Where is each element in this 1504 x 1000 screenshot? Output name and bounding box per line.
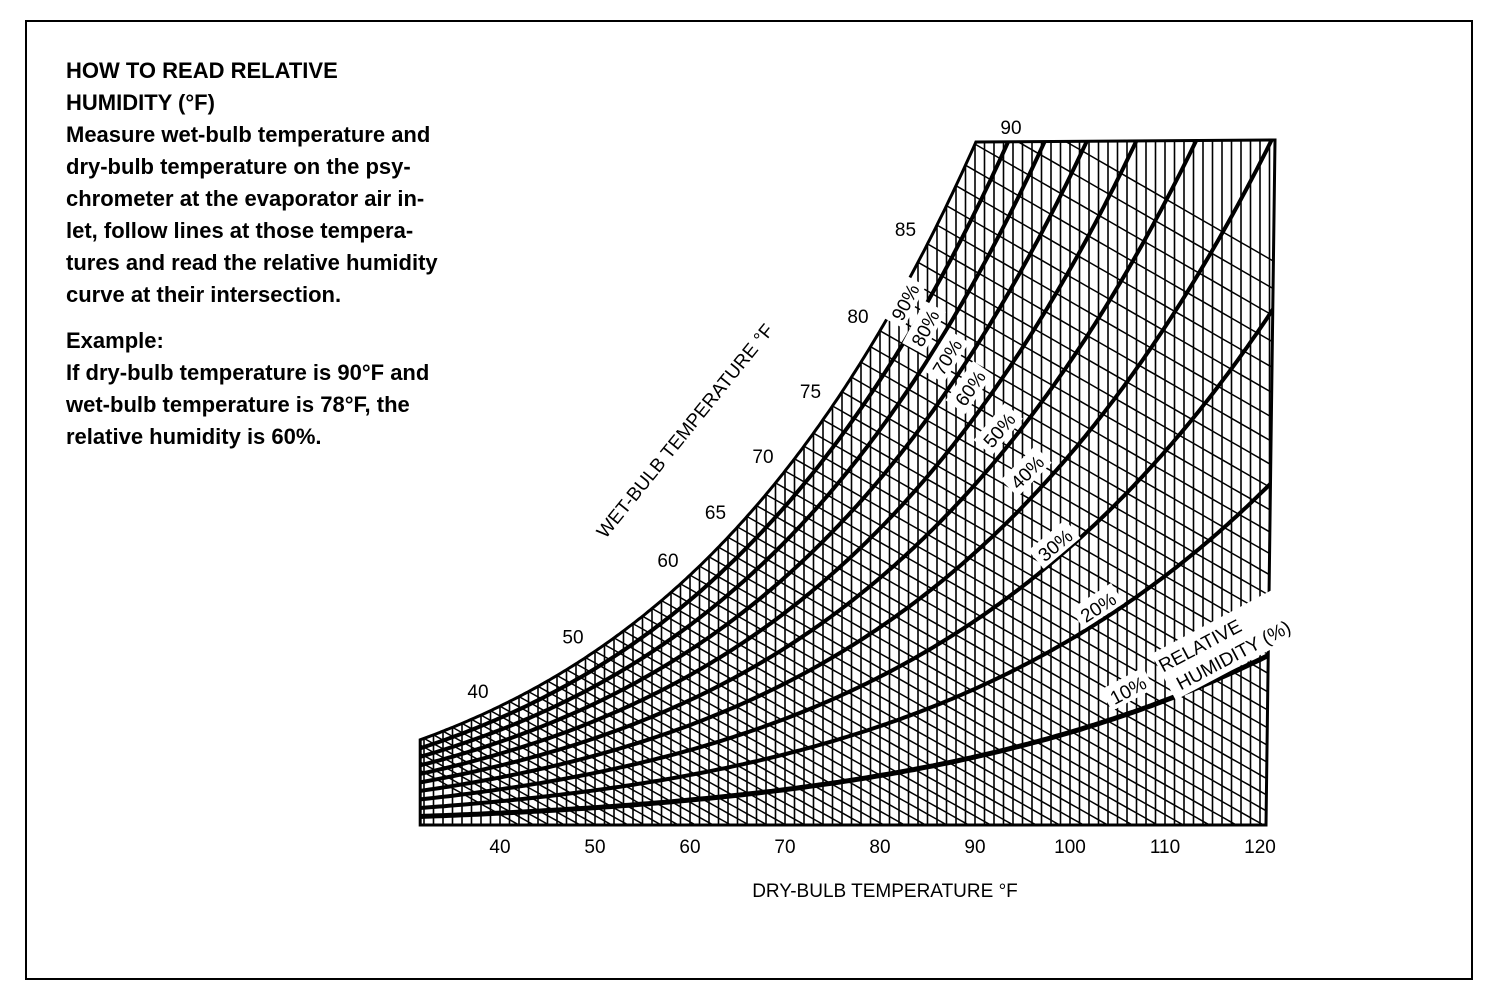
example-line: relative humidity is 60%. — [66, 424, 322, 449]
example-heading: Example: — [66, 328, 164, 353]
x-tick-label: 100 — [1054, 837, 1086, 858]
wet-bulb-gridline — [708, 556, 1275, 825]
rh-label-background — [1000, 445, 1052, 497]
instructions-body-line: tures and read the relative humidity — [66, 250, 438, 275]
wet-bulb-gridline — [965, 164, 1275, 363]
wetbulb-tick-label: 60 — [657, 551, 678, 572]
rh-curve-50 — [420, 140, 1275, 785]
instructions-title-line-2: HUMIDITY (°F) — [66, 90, 215, 115]
wet-bulb-gridline — [936, 224, 1275, 439]
x-tick-label: 60 — [679, 837, 700, 858]
wet-bulb-gridline — [537, 685, 881, 825]
figure-border — [25, 20, 1473, 980]
wet-bulb-gridline — [670, 591, 1175, 825]
wet-bulb-gridline — [775, 482, 1275, 786]
wet-bulb-gridline — [642, 615, 1109, 825]
wet-bulb-gridline — [794, 458, 1275, 752]
x-tick-label: 40 — [489, 837, 510, 858]
instructions-body-line: let, follow lines at those tempera- — [66, 218, 414, 243]
rh-curve-20 — [420, 477, 1275, 810]
rh-curve-30 — [420, 304, 1275, 802]
wet-bulb-gridline — [908, 279, 1275, 510]
x-tick-label: 80 — [869, 837, 890, 858]
wet-bulb-gridline — [737, 526, 1275, 825]
x-tick-label: 120 — [1244, 837, 1276, 858]
wet-bulb-gridline — [993, 140, 1275, 282]
rh-curve-90 — [420, 140, 1275, 751]
wet-bulb-gridline — [547, 680, 900, 825]
wet-bulb-gridline — [746, 515, 1275, 825]
rh-label-background — [1100, 667, 1155, 711]
wetbulb-axis-label: WET-BULB TEMPERATURE °F — [593, 321, 778, 543]
wet-bulb-gridline — [699, 565, 1251, 825]
wet-bulb-gridline — [727, 536, 1275, 825]
rh-label-background — [973, 403, 1023, 456]
instructions-panel: HOW TO READ RELATIVE HUMIDITY (°F) Measu… — [66, 55, 506, 453]
x-tick-label: 70 — [774, 837, 795, 858]
rh-legend-background — [1151, 588, 1300, 701]
x-tick-label: 50 — [584, 837, 605, 858]
wet-bulb-gridline — [689, 574, 1223, 825]
wetbulb-tick-label: 90 — [1000, 118, 1021, 139]
wet-bulb-gridline — [718, 546, 1275, 825]
wet-bulb-gridline — [870, 346, 1275, 598]
wet-bulb-gridline — [651, 607, 1128, 825]
wet-bulb-gridline — [528, 690, 862, 825]
wet-bulb-gridline — [784, 470, 1275, 769]
wet-bulb-gridline — [917, 261, 1275, 487]
wet-bulb-gridline — [680, 583, 1204, 825]
wet-bulb-gridline — [490, 710, 786, 825]
wet-bulb-gridline — [803, 445, 1275, 734]
wet-bulb-gridline — [765, 493, 1275, 803]
wetbulb-tick-label: 70 — [752, 447, 773, 468]
rh-label-background — [902, 300, 946, 355]
rh-label-background — [1070, 583, 1125, 630]
instructions-body-line: curve at their intersection. — [66, 282, 342, 307]
wet-bulb-gridline — [499, 705, 805, 825]
wetbulb-tick-label: 80 — [847, 307, 868, 328]
rh-label-group: 40% — [1000, 445, 1052, 497]
wetbulb-tick-label: 40 — [467, 682, 488, 703]
instructions-body-line: dry-bulb temperature on the psy- — [66, 154, 411, 179]
x-tick-label: 90 — [964, 837, 985, 858]
wet-bulb-gridline — [661, 599, 1156, 825]
instructions-title-line-1: HOW TO READ RELATIVE — [66, 58, 338, 83]
rh-label-background — [882, 274, 926, 329]
wet-bulb-gridline — [946, 205, 1275, 414]
x-axis-label: DRY-BULB TEMPERATURE °F — [752, 881, 1018, 902]
instructions-body-line: Measure wet-bulb temperature and — [66, 122, 431, 147]
wet-bulb-gridline — [518, 695, 843, 825]
rh-label-group: 30% — [1028, 519, 1081, 569]
rh-curves — [420, 140, 1275, 819]
wet-bulb-gridline — [955, 185, 1275, 389]
wet-bulb-gridline — [879, 330, 1275, 576]
wet-bulb-gridline — [471, 718, 757, 825]
rh-curve-10 — [420, 649, 1275, 819]
example-line: wet-bulb temperature is 78°F, the — [66, 392, 410, 417]
wet-bulb-gridline — [556, 674, 919, 825]
rh-curve-40 — [420, 140, 1275, 793]
wet-bulb-gridline — [974, 143, 1275, 337]
wet-bulb-gridline — [509, 700, 824, 825]
wet-bulb-gridline — [452, 726, 719, 825]
instructions-body-line: chrometer at the evaporator air in- — [66, 186, 425, 211]
rh-curve-60 — [420, 140, 1275, 776]
x-tick-label: 110 — [1150, 837, 1180, 858]
wet-bulb-gridline — [461, 722, 738, 825]
rh-curve-80 — [420, 140, 1275, 759]
wet-bulb-gridline — [927, 243, 1275, 463]
rh-label-background — [923, 329, 970, 384]
chart-grid — [420, 140, 1275, 825]
rh-label-background — [1028, 519, 1081, 569]
wetbulb-tick-label: 75 — [800, 382, 821, 403]
rh-curve-70 — [420, 140, 1275, 768]
wetbulb-tick-label: 85 — [895, 220, 916, 241]
wetbulb-tick-label: 65 — [705, 503, 726, 524]
rh-label-background — [945, 360, 993, 414]
wetbulb-tick-label: 50 — [562, 627, 583, 648]
example-line: If dry-bulb temperature is 90°F and — [66, 360, 430, 385]
